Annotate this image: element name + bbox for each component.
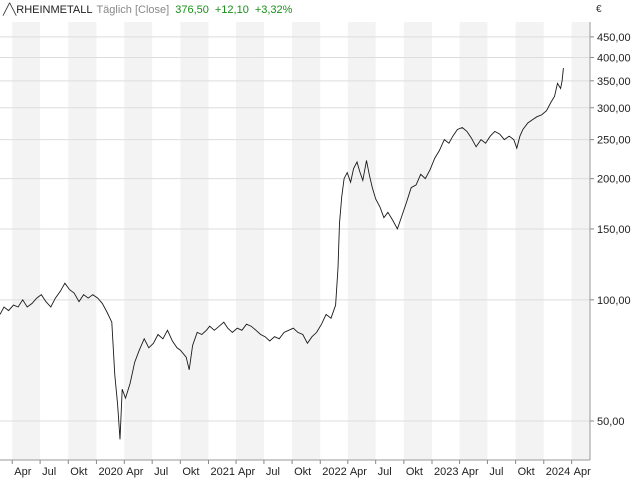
x-tick-label: Okt bbox=[182, 466, 199, 478]
chart-header: ╱╲RHEINMETALL Täglich [Close] 376,50 +12,10… bbox=[3, 3, 296, 18]
x-tick-label: Apr bbox=[14, 466, 31, 478]
line-chart-icon: ╱╲ bbox=[3, 4, 17, 16]
x-tick-label: 2022 bbox=[322, 466, 346, 478]
x-tick-label: Okt bbox=[406, 466, 423, 478]
x-tick-label: Okt bbox=[518, 466, 535, 478]
x-tick-label: 2020 bbox=[98, 466, 122, 478]
x-tick-label: 2021 bbox=[211, 466, 235, 478]
quarter-band bbox=[515, 22, 544, 460]
instrument-name: RHEINMETALL bbox=[16, 4, 93, 16]
y-tick-label: 100,00 bbox=[597, 295, 631, 307]
x-axis: Apr Jul Okt 2020 Apr Jul Okt 2021 Apr Jul Okt 2022 A… bbox=[0, 459, 591, 478]
y-tick-label: 150,00 bbox=[597, 224, 631, 236]
quarter-band bbox=[180, 22, 209, 460]
x-tick-label: Jul bbox=[42, 466, 56, 478]
y-tick-label: 200,00 bbox=[597, 174, 631, 186]
y-tick-label: 250,00 bbox=[597, 135, 631, 147]
period-label: Täglich [Close] bbox=[96, 4, 170, 16]
x-tick-label: 2023 bbox=[434, 466, 458, 478]
x-tick-label: Jul bbox=[378, 466, 392, 478]
quarter-band bbox=[124, 22, 153, 460]
currency-symbol: € bbox=[596, 4, 602, 15]
y-tick-label: 50,00 bbox=[597, 416, 625, 428]
x-tick-label: Apr bbox=[238, 466, 255, 478]
x-tick-label: Okt bbox=[70, 466, 87, 478]
grid-lines bbox=[0, 36, 590, 422]
x-tick-label: Okt bbox=[294, 466, 311, 478]
price-change: +12,10 bbox=[214, 4, 249, 16]
background-bands bbox=[12, 22, 590, 460]
last-price: 376,50 bbox=[175, 4, 209, 16]
x-tick-label: Apr bbox=[126, 466, 143, 478]
quarter-band bbox=[571, 22, 590, 460]
quarter-band bbox=[68, 22, 97, 460]
x-tick-label: Apr bbox=[350, 466, 367, 478]
y-tick-label: 450,00 bbox=[597, 32, 631, 44]
price-line bbox=[0, 68, 564, 440]
y-tick-label: 300,00 bbox=[597, 103, 631, 115]
price-change-percent: +3,32% bbox=[254, 4, 293, 16]
x-tick-label: Jul bbox=[154, 466, 168, 478]
quarter-band bbox=[459, 22, 488, 460]
x-tick-label: Jul bbox=[489, 466, 503, 478]
x-tick-label: Jul bbox=[266, 466, 280, 478]
quarter-band bbox=[403, 22, 433, 460]
quarter-band bbox=[236, 22, 264, 460]
y-tick-label: 350,00 bbox=[597, 76, 631, 88]
quarter-band bbox=[292, 22, 321, 460]
x-tick-label: 2024 bbox=[546, 466, 570, 478]
quarter-band bbox=[12, 22, 41, 460]
y-tick-label: 400,00 bbox=[597, 52, 631, 64]
x-tick-label: Apr bbox=[574, 466, 591, 478]
quarter-band bbox=[347, 22, 376, 460]
y-axis: 50,00 100,00 150,00 200,00 250,00 300,00 350,0… bbox=[589, 22, 631, 460]
x-tick-label: Apr bbox=[462, 466, 479, 478]
